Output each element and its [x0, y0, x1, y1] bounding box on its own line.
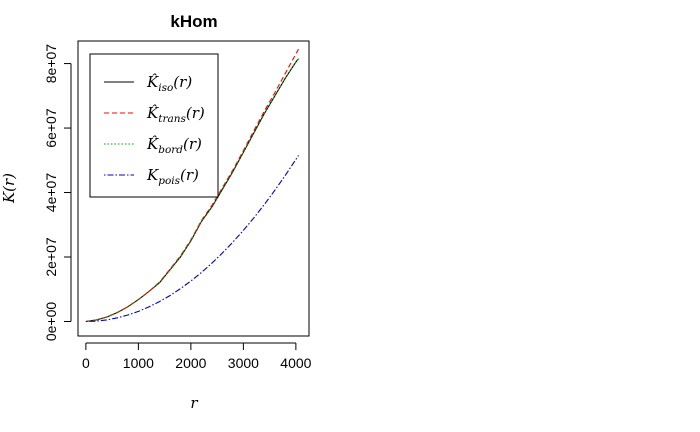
plot-area [77, 40, 310, 337]
legend-label-bord: K̂bord(r) [146, 135, 202, 156]
y-tick-label: 2e+07 [43, 237, 59, 277]
y-axis-label-group: K(r) [0, 173, 18, 204]
chart-title: kHom [170, 12, 217, 31]
x-tick-label: 3000 [228, 355, 259, 371]
legend-label-trans: K̂trans(r) [146, 104, 205, 125]
x-tick-label: 2000 [175, 355, 206, 371]
x-axis: 0 1000 2000 3000 4000 [82, 342, 312, 371]
x-tick-label: 0 [82, 355, 90, 371]
y-tick-label: 6e+07 [43, 108, 59, 148]
legend-label-pois: Kpois(r) [146, 166, 199, 187]
legend: K̂iso(r) K̂trans(r) K̂bord(r) Kpois(r) [89, 53, 219, 198]
series-layer [85, 48, 299, 323]
series-line-bord [85, 58, 299, 323]
y-tick-label: 8e+07 [43, 44, 59, 84]
y-axis: 0e+00 2e+07 4e+07 6e+07 8e+07 [43, 44, 72, 342]
legend-label-iso: K̂iso(r) [146, 73, 192, 94]
x-tick-label: 4000 [280, 355, 311, 371]
y-tick-label: 0e+00 [43, 302, 59, 342]
x-tick-label: 1000 [123, 355, 154, 371]
y-axis-label: K(r) [0, 173, 18, 204]
x-axis-label: r [190, 394, 198, 412]
series-line-pois [85, 155, 299, 323]
y-tick-label: 4e+07 [43, 173, 59, 213]
legend-box [89, 53, 219, 198]
series-line-trans [85, 48, 299, 323]
